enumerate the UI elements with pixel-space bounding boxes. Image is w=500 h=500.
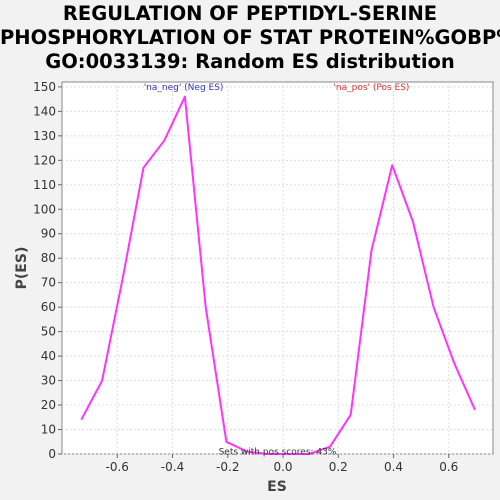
y-tick-label: 0 [48,447,56,461]
x-tick-label: 0.0 [273,460,292,474]
y-tick-label: 80 [41,251,56,265]
y-axis-label: P(ES) [14,247,30,290]
y-tick-label: 50 [41,325,56,339]
y-tick-label: 90 [41,227,56,241]
y-tick-label: 40 [41,349,56,363]
y-tick-label: 140 [33,104,56,118]
y-tick-label: 20 [41,398,56,412]
y-tick-label: 120 [33,153,56,167]
y-tick-label: 70 [41,276,56,290]
x-tick-label: -0.2 [216,460,239,474]
x-tick-label: -0.6 [106,460,129,474]
x-tick-label: 0.6 [439,460,458,474]
plot-area [62,82,493,454]
x-tick-label: 0.2 [329,460,348,474]
annotation-label: 'na_neg' (Neg ES) [144,83,224,93]
y-tick-label: 110 [33,178,56,192]
y-tick-label: 150 [33,80,56,94]
annotation-label: Sets with pos scores: 43% [219,448,337,458]
y-tick-label: 60 [41,300,56,314]
x-axis-label: ES [267,479,287,495]
y-tick-label: 130 [33,129,56,143]
y-tick-label: 30 [41,374,56,388]
x-tick-label: 0.4 [384,460,403,474]
y-tick-label: 100 [33,202,56,216]
x-tick-label: -0.4 [161,460,184,474]
annotation-label: 'na_pos' (Pos ES) [333,83,409,93]
y-tick-label: 10 [41,423,56,437]
